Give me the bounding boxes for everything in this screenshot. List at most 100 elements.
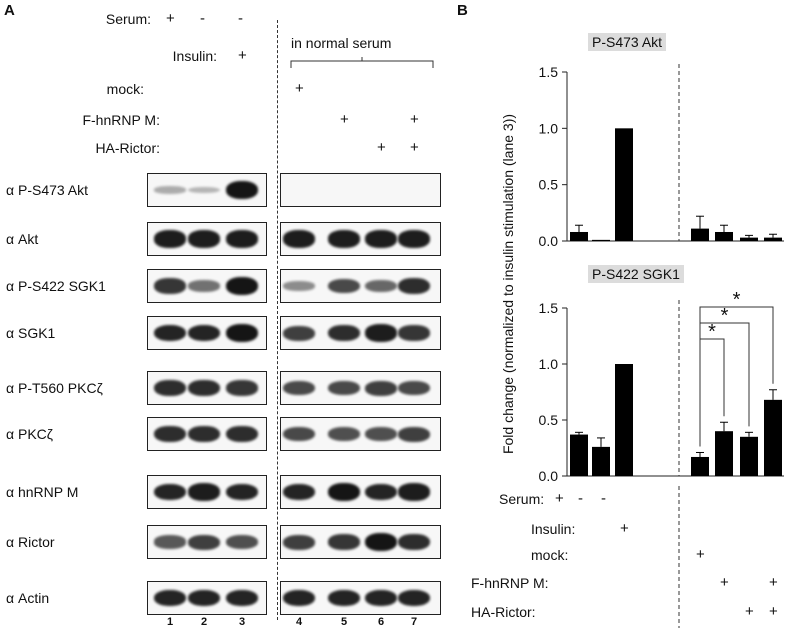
blot-band xyxy=(398,589,430,607)
treatment-label: mock: xyxy=(531,547,569,563)
y-axis-label-text: Fold change (normalized to insulin stimu… xyxy=(500,113,516,455)
y-tick-label: 1.5 xyxy=(539,64,559,80)
treatment-sign: + xyxy=(238,47,247,64)
blot-band xyxy=(283,281,315,291)
blot-band xyxy=(365,380,397,396)
treatment-sign: + xyxy=(166,10,175,27)
blot-band xyxy=(154,278,186,294)
treatment-sign: + xyxy=(745,603,754,620)
blot-band xyxy=(283,534,315,550)
significance-star: * xyxy=(733,289,741,311)
treatment-sign: - xyxy=(200,10,205,27)
blot-band xyxy=(226,380,258,396)
treatment-sign: + xyxy=(555,490,564,507)
treatment-label: Serum: xyxy=(105,11,151,27)
blot-band xyxy=(328,483,360,501)
treatment-sign: + xyxy=(620,520,629,537)
treatment-label: Insulin: xyxy=(531,521,576,537)
treatment-label: Serum: xyxy=(499,491,545,507)
blot-band xyxy=(398,380,430,396)
blot-band xyxy=(226,535,258,549)
blot-band xyxy=(328,589,360,607)
chart-1-title: P-S473 Akt xyxy=(588,33,667,51)
blot-band xyxy=(188,324,220,342)
blot-band xyxy=(226,181,258,199)
y-tick-label: 1.0 xyxy=(539,356,559,372)
blot-band xyxy=(188,379,220,397)
bar xyxy=(715,231,733,241)
blot-band xyxy=(154,324,186,342)
blot-band xyxy=(188,534,220,550)
blot-band xyxy=(365,324,397,342)
blot-label: α hnRNP M xyxy=(6,484,79,500)
treatment-sign: - xyxy=(601,490,606,507)
bar xyxy=(615,364,633,476)
blot-label: α Actin xyxy=(6,590,50,606)
blot-band xyxy=(283,483,315,501)
lane-number: 5 xyxy=(341,616,348,628)
lane-number: 2 xyxy=(201,616,208,628)
blot-band xyxy=(328,534,360,550)
blot-band xyxy=(283,426,315,442)
treatment-sign: + xyxy=(377,139,386,156)
blot-band xyxy=(154,425,186,443)
blot-band xyxy=(328,278,360,294)
blot-band xyxy=(365,533,397,551)
y-tick-label: 0.5 xyxy=(539,177,559,193)
treatment-label: HA-Rictor: xyxy=(471,604,536,620)
y-tick-label: 0.0 xyxy=(539,233,559,249)
y-tick-label: 0.5 xyxy=(539,412,559,428)
bar xyxy=(691,456,709,476)
blot-band xyxy=(154,483,186,501)
bar xyxy=(740,436,758,476)
panel-a-group-bracket xyxy=(290,57,434,68)
lane-number: 6 xyxy=(378,616,385,628)
treatment-sign: + xyxy=(340,111,349,128)
blot-band xyxy=(226,483,258,501)
chart-2-title: P-S422 SGK1 xyxy=(588,265,684,283)
blot-band xyxy=(188,425,220,443)
blot-label: α Rictor xyxy=(6,534,55,550)
blot-band xyxy=(283,589,315,607)
blot-band xyxy=(328,230,360,248)
blot-band xyxy=(365,483,397,501)
bar xyxy=(570,231,588,241)
blot-band xyxy=(398,426,430,442)
treatment-sign: - xyxy=(578,490,583,507)
blot-band xyxy=(365,427,397,441)
blot-label: α SGK1 xyxy=(6,325,56,341)
blot-band xyxy=(398,533,430,551)
blot-band xyxy=(226,277,258,295)
treatment-sign: + xyxy=(696,546,705,563)
blot-band xyxy=(328,324,360,342)
bar xyxy=(764,237,782,241)
treatment-sign: - xyxy=(238,10,243,27)
blot-band xyxy=(226,230,258,248)
blot-band xyxy=(154,379,186,397)
treatment-sign: + xyxy=(769,603,778,620)
bar xyxy=(715,431,733,476)
bar xyxy=(570,434,588,476)
blot-band xyxy=(398,230,430,248)
panel-a-lane-divider xyxy=(277,20,278,620)
blot-band xyxy=(365,589,397,607)
blot-band xyxy=(226,589,258,607)
significance-bracket xyxy=(699,306,774,447)
panel-a-letter: A xyxy=(4,2,15,19)
treatment-sign: + xyxy=(769,574,778,591)
y-tick-label: 1.0 xyxy=(539,120,559,136)
blot-band xyxy=(283,325,315,341)
blot-band xyxy=(188,230,220,248)
lane-number: 4 xyxy=(296,616,303,628)
treatment-label: mock: xyxy=(106,81,144,97)
blot-band xyxy=(398,325,430,341)
lane-number: 1 xyxy=(167,616,174,628)
y-tick-label: 1.5 xyxy=(539,300,559,316)
treatment-sign: + xyxy=(410,111,419,128)
blot-band xyxy=(365,280,397,292)
blot-label: α PKCζ xyxy=(6,426,53,442)
bar xyxy=(592,239,610,241)
treatment-label: F-hnRNP M: xyxy=(82,112,160,128)
lane-number: 7 xyxy=(411,616,418,628)
